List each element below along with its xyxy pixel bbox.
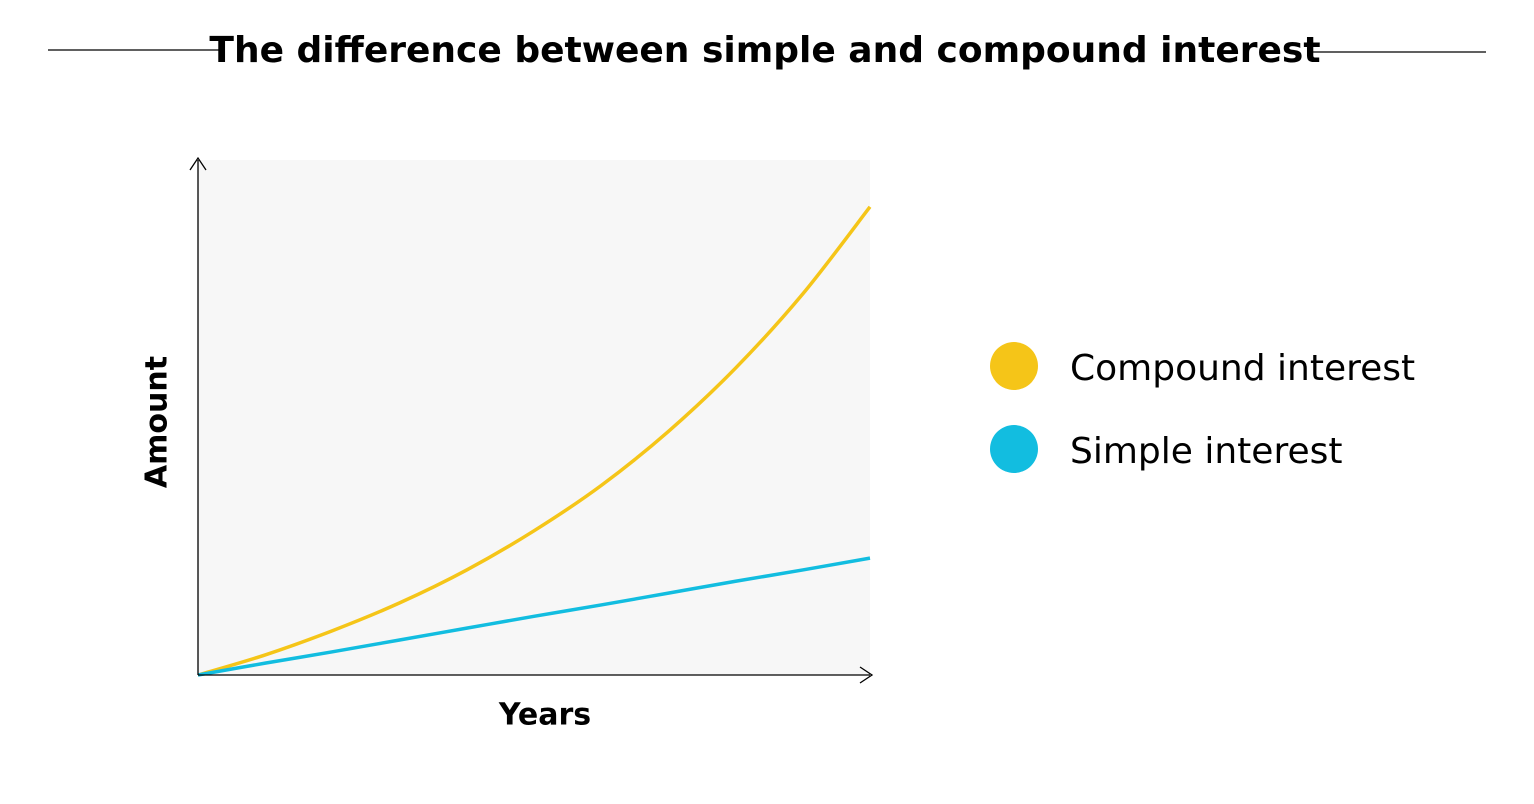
- series-group: [197, 205, 872, 677]
- y-axis: [189, 156, 207, 675]
- legend-swatch: [990, 425, 1038, 473]
- legend-swatch: [990, 342, 1038, 390]
- series-line: [197, 556, 871, 677]
- legend: Compound interest Simple interest: [990, 342, 1415, 473]
- legend-label: Compound interest: [1070, 348, 1415, 389]
- x-axis: [198, 666, 874, 684]
- y-axis-label: Amount: [140, 356, 175, 488]
- plot-area: [198, 160, 870, 675]
- chart-title: The difference between simple and compou…: [209, 30, 1320, 71]
- legend-label: Simple interest: [1070, 431, 1342, 472]
- series-line: [197, 205, 872, 677]
- x-axis-label: Years: [498, 698, 591, 733]
